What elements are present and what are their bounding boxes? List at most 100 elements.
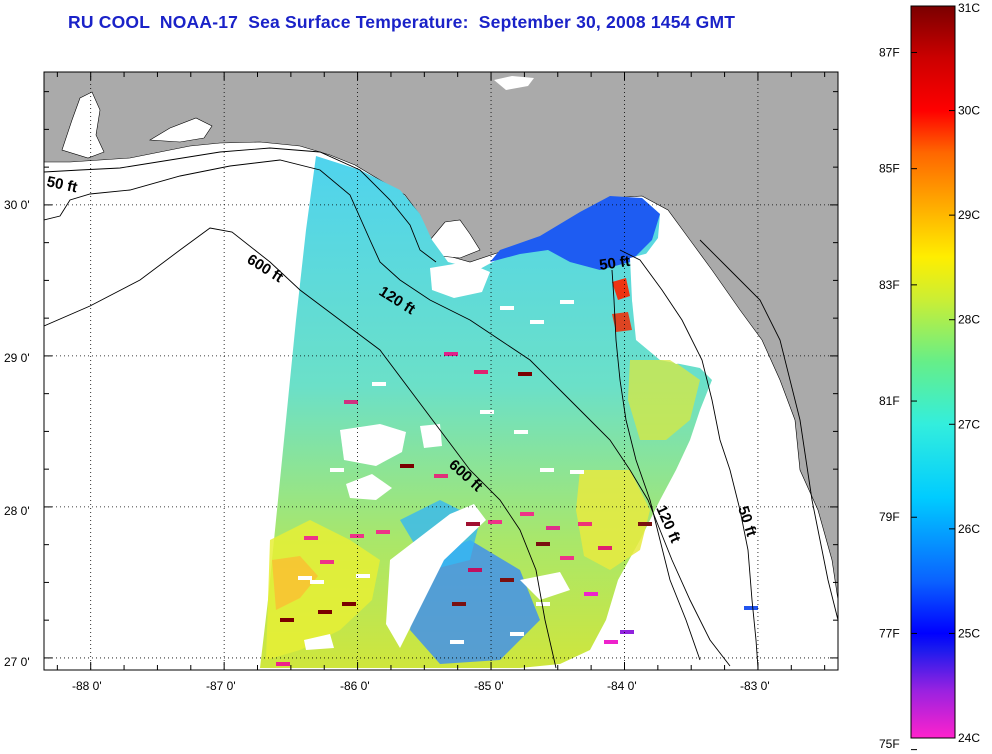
colorbar-fahrenheit-label: 87F [879,45,900,59]
graticule [44,72,838,670]
contour-50ft-east [619,249,759,669]
lat-label-27: 27 0' [4,655,30,669]
warm-region-east [576,470,650,570]
lat-label-28: 28 0' [4,504,30,518]
pixel-streak [298,576,312,580]
pixel-streak [342,602,356,606]
colorbar-fahrenheit-label: 75F [879,737,900,751]
lat-label-30: 30 0' [4,198,30,212]
pixel-streak [376,530,390,534]
lon-label-83: -83 0' [740,679,770,693]
pixel-streak [584,592,598,596]
lon-label-87: -87 0' [206,679,236,693]
colorbar: 31C 30C 29C 28C 27C 26C 25C 24C 87F 85F 83F 81F 79F… [879,1,980,751]
pixel-streak [304,536,318,540]
pixel-streak [518,372,532,376]
warm-region-southwest [266,520,380,660]
warm-region-nearshore [628,360,700,440]
latitude-axis: 30 0' 29 0' 28 0' 27 0' [4,198,30,669]
pixel-streak [444,352,458,356]
pixel-streak [578,522,592,526]
cloud-patch-1 [340,424,406,466]
pixel-streak [546,526,560,530]
hot-spot-coast-1 [612,278,630,300]
bay-pensacola [149,117,213,143]
pixel-streak [452,602,466,606]
pixel-streak [638,522,652,526]
pixel-streak [480,410,494,414]
colorbar-celsius-label: 28C [958,313,980,327]
colorbar-fahrenheit-label: 81F [879,394,900,408]
no-data-patches [304,250,700,650]
pixel-streak [344,400,358,404]
pixel-streak [500,578,514,582]
pixel-streak [276,662,290,666]
colorbar-celsius-label: 25C [958,626,980,640]
pixel-streak [514,430,528,434]
pixel-streak [468,568,482,572]
pixel-streak [350,534,364,538]
cloud-patch-2 [420,424,442,448]
lon-label-86: -86 0' [340,679,370,693]
colorbar-gradient [910,5,956,739]
colorbar-celsius-label: 26C [958,522,980,536]
colorbar-celsius-label: 27C [958,417,980,431]
pixel-streak [744,606,758,610]
contour-label-50ft-northeast: 50 ft [598,253,631,274]
axis-ticks [44,72,838,670]
pixel-streak [604,640,618,644]
cloud-patch-6 [430,262,490,298]
cloud-patch-5 [304,634,334,650]
pixel-streak [320,560,334,564]
hot-spot-coast-2 [612,312,632,332]
colorbar-celsius-label: 24C [958,731,980,745]
pixel-streak [500,306,514,310]
cloud-patch-7 [520,572,570,600]
map-area: 50 ft 600 ft 120 ft 50 ft 600 ft 120 ft … [4,71,839,693]
pixel-streak [560,300,574,304]
pixel-streak [536,602,550,606]
pixel-streak [560,556,574,560]
pixel-streak [540,468,554,472]
pixel-streak [330,468,344,472]
pixel-streak [488,520,502,524]
bathymetry-contours [44,147,838,669]
pixel-streak [520,512,534,516]
pixel-streak [474,370,488,374]
contour-label-50ft-west: 50 ft [45,173,79,196]
colorbar-celsius-label: 31C [958,1,980,15]
pixel-streak [598,546,612,550]
lat-label-29: 29 0' [4,351,30,365]
nearshore-no-data [630,250,700,364]
colorbar-celsius-label: 29C [958,208,980,222]
lon-label-84: -84 0' [607,679,637,693]
colorbar-celsius-labels: 31C 30C 29C 28C 27C 26C 25C 24C [958,1,980,745]
colorbar-fahrenheit-label: 77F [879,626,900,640]
cold-region-deep [410,540,540,664]
cold-region-apalachee [490,196,660,270]
contour-coast-east [699,239,838,621]
cloud-patch-4 [386,504,486,648]
pixel-streak [530,320,544,324]
warm-region-orange [272,556,318,610]
colorbar-fahrenheit-labels: 87F 85F 83F 81F 79F 77F 75F [879,45,900,751]
pixel-streak [356,574,370,578]
colorbar-fahrenheit-label: 79F [879,510,900,524]
colorbar-fahrenheit-label: 85F [879,162,900,176]
pixel-streak [536,542,550,546]
map-title: RU COOL NOAA-17 Sea Surface Temperature:… [68,12,736,32]
colorbar-celsius-label: 30C [958,104,980,118]
contour-600ft [44,227,557,669]
colorbar-ticks [911,5,955,751]
pixel-streak [510,632,524,636]
pixel-streaks [276,300,758,666]
pixel-streak [450,640,464,644]
lon-label-85: -85 0' [474,679,504,693]
pixel-streak [434,474,448,478]
longitude-axis: -88 0' -87 0' -86 0' -85 0' -84 0' -83 0… [72,679,770,693]
lon-label-88: -88 0' [72,679,102,693]
pixel-streak [310,580,324,584]
contour-50ft-west [44,147,437,263]
bay-mobile [61,91,105,159]
pixel-streak [466,522,480,526]
